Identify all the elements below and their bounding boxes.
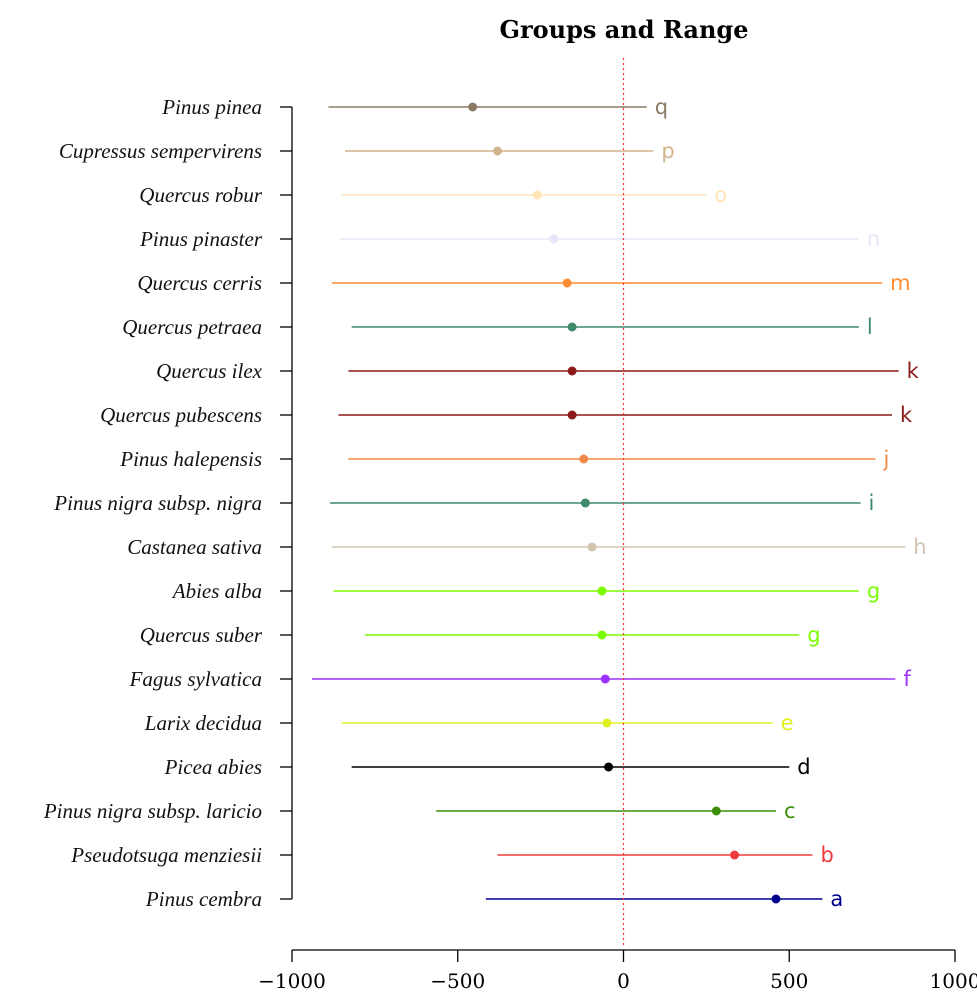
species-label: Abies alba (171, 579, 262, 603)
row-pinus-cembra: Pinus cembra a (145, 887, 843, 911)
species-label: Pinus nigra subsp. laricio (43, 799, 262, 823)
group-label: i (869, 491, 875, 515)
species-label: Quercus suber (140, 623, 263, 647)
species-label: Quercus robur (139, 183, 263, 207)
data-point (468, 102, 478, 112)
group-label: q (655, 95, 668, 119)
group-label: c (784, 799, 796, 823)
data-point (602, 718, 612, 728)
row-pinus-nigra-subsp-nigra: Pinus nigra subsp. nigra i (53, 491, 874, 515)
data-point (604, 762, 614, 772)
group-label: n (867, 227, 880, 251)
group-label: a (830, 887, 843, 911)
group-label: h (913, 535, 926, 559)
species-label: Fagus sylvatica (129, 667, 262, 691)
rows-layer: Pinus pinea q Cupressus sempervirens p Querc… (43, 95, 927, 911)
species-label: Castanea sativa (127, 535, 262, 559)
data-point (711, 806, 721, 816)
data-point (600, 674, 610, 684)
group-label: l (867, 315, 873, 339)
species-label: Quercus ilex (156, 359, 263, 383)
row-abies-alba: Abies alba g (171, 579, 880, 603)
species-label: Larix decidua (144, 711, 262, 735)
data-point (597, 630, 607, 640)
row-quercus-petraea: Quercus petraea l (122, 315, 872, 339)
group-label: j (882, 447, 889, 471)
data-point (549, 234, 559, 244)
group-label: b (820, 843, 833, 867)
row-quercus-robur: Quercus robur o (139, 183, 727, 207)
group-label: p (661, 139, 674, 163)
species-label: Pinus pinaster (139, 227, 263, 251)
group-label: k (900, 403, 913, 427)
x-tick-label: −1000 (258, 969, 326, 993)
data-point (562, 278, 572, 288)
group-label: o (714, 183, 727, 207)
species-label: Pseudotsuga menziesii (70, 843, 262, 867)
row-castanea-sativa: Castanea sativa h (127, 535, 926, 559)
row-quercus-cerris: Quercus cerris m (137, 271, 910, 295)
row-pseudotsuga-menziesii: Pseudotsuga menziesii b (70, 843, 834, 867)
group-label: e (781, 711, 794, 735)
data-point (532, 190, 542, 200)
data-point (567, 410, 577, 420)
data-point (587, 542, 597, 552)
row-quercus-suber: Quercus suber g (140, 623, 821, 647)
group-label: f (903, 667, 911, 691)
chart-title: Groups and Range (500, 15, 749, 44)
species-label: Pinus nigra subsp. nigra (53, 491, 262, 515)
row-quercus-ilex: Quercus ilex k (156, 359, 920, 383)
species-label: Pinus pinea (161, 95, 262, 119)
group-label: g (807, 623, 820, 647)
species-label: Pinus cembra (145, 887, 262, 911)
data-point (567, 366, 577, 376)
row-cupressus-sempervirens: Cupressus sempervirens p (59, 139, 675, 163)
row-fagus-sylvatica: Fagus sylvatica f (129, 667, 912, 691)
row-pinus-nigra-subsp-laricio: Pinus nigra subsp. laricio c (43, 799, 796, 823)
row-picea-abies: Picea abies d (164, 755, 811, 779)
row-larix-decidua: Larix decidua e (144, 711, 794, 735)
x-tick-label: 1000 (930, 969, 977, 993)
species-label: Quercus pubescens (100, 403, 262, 427)
data-point (580, 498, 590, 508)
group-label: m (890, 271, 910, 295)
x-tick-label: 0 (617, 969, 630, 993)
group-label: g (867, 579, 880, 603)
species-label: Quercus petraea (122, 315, 262, 339)
group-label: k (907, 359, 920, 383)
data-point (567, 322, 577, 332)
row-quercus-pubescens: Quercus pubescens k (100, 403, 913, 427)
species-label: Picea abies (164, 755, 262, 779)
data-point (579, 454, 589, 464)
row-pinus-pinaster: Pinus pinaster n (139, 227, 880, 251)
data-point (771, 894, 781, 904)
x-tick-label: −500 (430, 969, 485, 993)
row-pinus-pinea: Pinus pinea q (161, 95, 668, 119)
species-label: Quercus cerris (137, 271, 262, 295)
row-pinus-halepensis: Pinus halepensis j (119, 447, 889, 471)
data-point (730, 850, 740, 860)
species-label: Cupressus sempervirens (59, 139, 262, 163)
group-label: d (797, 755, 810, 779)
data-point (597, 586, 607, 596)
x-tick-label: 500 (770, 969, 808, 993)
species-label: Pinus halepensis (119, 447, 262, 471)
axis-layer: −1000 −500 0 500 1000 (258, 58, 977, 993)
data-point (493, 146, 503, 156)
